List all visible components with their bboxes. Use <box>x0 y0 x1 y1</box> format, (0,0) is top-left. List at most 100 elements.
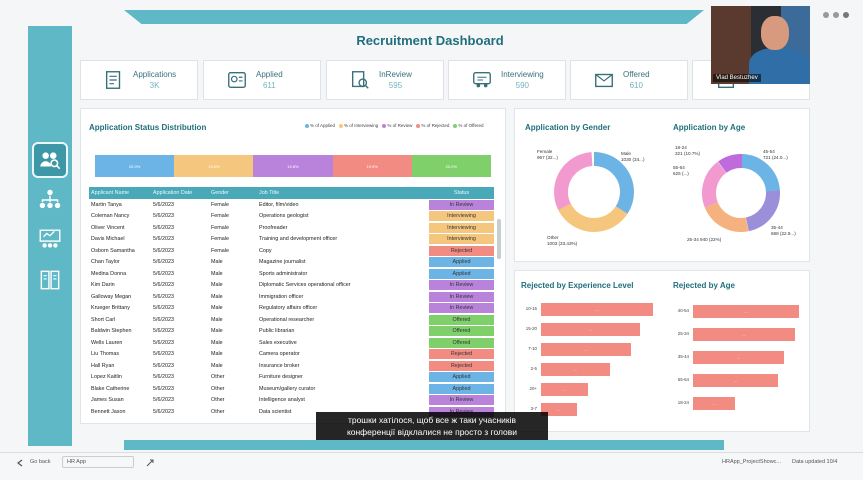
nav-org-chart-button[interactable] <box>32 182 68 218</box>
kpi-value: 595 <box>388 81 403 90</box>
back-arrow-icon[interactable] <box>16 459 24 467</box>
table-cell: Osborn Samantha <box>91 247 135 254</box>
gender-label-other: Other 1003 (33.43%) <box>547 235 578 246</box>
status-segment[interactable]: 19.8% <box>253 155 333 177</box>
table-cell: Martin Tanya <box>91 201 122 208</box>
table-row[interactable]: Bennett Jason 5/6/2023 Other Data scientist… <box>89 406 494 418</box>
table-row[interactable]: Lopez Kaitlin 5/6/2023 Other Furniture desi… <box>89 372 494 384</box>
table-row[interactable]: Krueger Brittany 5/6/2023 Male Regulatory a… <box>89 303 494 315</box>
legend-item: % of Rejected <box>416 123 449 128</box>
kpi-interviewing[interactable]: Interviewing 590 <box>448 60 566 100</box>
table-row[interactable]: Blake Catherine 5/6/2023 Other Museum/galle… <box>89 383 494 395</box>
table-cell: 5/6/2023 <box>153 224 174 231</box>
rejected-bar[interactable]: ... <box>541 403 577 416</box>
col-application-date[interactable]: Application Date <box>153 190 193 196</box>
gender-donut-chart[interactable] <box>551 149 637 235</box>
table-row[interactable]: Chan Taylor 5/6/2023 Male Magazine journali… <box>89 257 494 269</box>
table-row[interactable]: Oliver Vincent 5/6/2023 Female Proofreader I… <box>89 222 494 234</box>
status-cell: Applied <box>429 372 494 383</box>
rejected-bar[interactable]: ... <box>541 363 611 376</box>
status-segment[interactable]: 20.0% <box>95 155 175 177</box>
bar-category-label: 7-10 <box>528 346 537 351</box>
status-segment[interactable]: 19.9% <box>332 155 412 177</box>
age-slice-35-44[interactable] <box>702 154 780 232</box>
col-job-title[interactable]: Job Title <box>259 190 280 196</box>
age-label-18-24: 18-24 321 (10.7%) <box>675 145 701 156</box>
status-cell: Offered <box>429 314 494 325</box>
table-cell: 5/6/2023 <box>153 362 174 369</box>
table-cell: Male <box>211 351 223 358</box>
rejected-bar[interactable]: ... <box>693 374 778 387</box>
table-row[interactable]: Kim Darin 5/6/2023 Male Diplomatic Services… <box>89 280 494 292</box>
table-cell: 5/6/2023 <box>153 259 174 266</box>
kpi-offered[interactable]: Offered 610 <box>570 60 688 100</box>
table-cell: Sports administrator <box>259 270 308 277</box>
age-label-25-34: 25-34 940 (22%) <box>687 237 722 242</box>
legend-item: % of Interviewing <box>339 123 378 128</box>
table-scrollbar[interactable] <box>497 219 501 259</box>
age-label-35-44: 35-44 688 (22.9...) <box>771 225 796 236</box>
applicants-table: Applicant Name Application Date Gender J… <box>89 187 494 418</box>
table-cell: Short Carl <box>91 316 116 323</box>
bar-category-label: 40-54 <box>677 308 689 313</box>
table-row[interactable]: Baldwin Stephen 5/6/2023 Male Public librar… <box>89 326 494 338</box>
table-row[interactable]: Davis Michael 5/6/2023 Female Training and … <box>89 234 494 246</box>
kpi-value: 590 <box>515 81 530 90</box>
nav-people-search-button[interactable] <box>32 142 68 178</box>
status-cell: Rejected <box>429 245 494 256</box>
interviewing-icon <box>473 71 491 88</box>
rejected-bar[interactable]: ... <box>541 343 631 356</box>
table-cell: Chan Taylor <box>91 259 120 266</box>
table-row[interactable]: Galloway Megan 5/6/2023 Male Immigration of… <box>89 291 494 303</box>
table-row[interactable]: Medina Donna 5/6/2023 Male Sports administr… <box>89 268 494 280</box>
rejected-bar[interactable]: ... <box>693 397 736 410</box>
age-donut-chart[interactable] <box>699 151 783 235</box>
header-band <box>124 10 704 24</box>
col-gender[interactable]: Gender <box>211 190 229 196</box>
rejected-bar[interactable]: ... <box>693 351 785 364</box>
report-file-name[interactable]: HRApp_ProjectShowc... <box>722 459 781 465</box>
table-row[interactable]: Liu Thomas 5/6/2023 Male Camera operator Rej… <box>89 349 494 361</box>
nav-team-board-button[interactable] <box>32 222 68 258</box>
table-cell: Other <box>211 408 225 415</box>
rejected-bar[interactable]: ... <box>693 328 795 341</box>
status-segment[interactable]: 20.0% <box>411 155 491 177</box>
kpi-applied[interactable]: Applied 611 <box>203 60 321 100</box>
rejected-bar[interactable]: ... <box>693 305 799 318</box>
kpi-applications[interactable]: Applications 3K <box>80 60 198 100</box>
table-row[interactable]: Short Carl 5/6/2023 Male Operational resear… <box>89 314 494 326</box>
table-cell: Female <box>211 213 229 220</box>
col-applicant-name[interactable]: Applicant Name <box>91 190 130 196</box>
table-row[interactable]: James Susan 5/6/2023 Other Intelligence ana… <box>89 395 494 407</box>
expand-icon[interactable] <box>146 459 154 467</box>
kpi-label: Interviewing <box>501 70 544 79</box>
gender-label-female: Female 967 (32...) <box>537 149 558 160</box>
legend-item: % of Applied <box>305 123 335 128</box>
table-cell: Data scientist <box>259 408 292 415</box>
go-back-button[interactable]: Go back <box>30 459 51 465</box>
col-status[interactable]: Status <box>453 190 470 196</box>
rejected-bar[interactable]: ... <box>541 383 589 396</box>
nav-documents-button[interactable] <box>32 262 68 298</box>
table-cell: Public librarian <box>259 328 295 335</box>
app-selector[interactable]: HR App <box>62 456 134 468</box>
report-taskbar: Go back HR App HRApp_ProjectShowc... Dat… <box>0 452 863 480</box>
table-row[interactable]: Hall Ryan 5/6/2023 Male Insurance broker Rej… <box>89 360 494 372</box>
table-cell: Kim Darin <box>91 282 115 289</box>
table-cell: 5/6/2023 <box>153 236 174 243</box>
status-segment[interactable]: 19.6% <box>174 155 254 177</box>
status-stacked-bar[interactable]: 20.0% 19.6% 19.8% 19.9% 20.0% <box>95 155 491 177</box>
kpi-in-review[interactable]: InReview 595 <box>326 60 444 100</box>
window-controls-icon[interactable] <box>822 10 850 20</box>
table-cell: James Susan <box>91 397 124 404</box>
rejected-bar[interactable]: ... <box>541 323 640 336</box>
rejected-bar[interactable]: ... <box>541 303 653 316</box>
gender-slice-male[interactable] <box>554 152 634 232</box>
table-cell: Galloway Megan <box>91 293 132 300</box>
kpi-value: 611 <box>262 81 276 90</box>
table-row[interactable]: Coleman Nancy 5/6/2023 Female Operations ge… <box>89 211 494 223</box>
status-legend: % of Applied % of Interviewing % of Revi… <box>305 123 484 128</box>
table-row[interactable]: Martin Tanya 5/6/2023 Female Editor, film/v… <box>89 199 494 211</box>
table-row[interactable]: Wells Lauren 5/6/2023 Male Sales executive O… <box>89 337 494 349</box>
table-row[interactable]: Osborn Samantha 5/6/2023 Female Copy Rejecte… <box>89 245 494 257</box>
